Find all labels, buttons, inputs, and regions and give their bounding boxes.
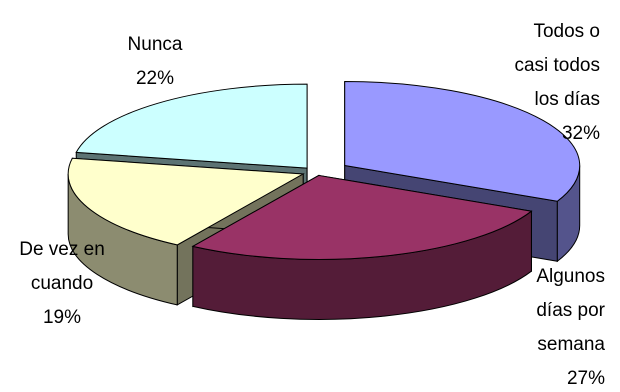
slice-name-line: semana: [537, 334, 605, 355]
slice-label-3: Nunca 22%: [128, 34, 183, 89]
slice-name-line: Nunca: [128, 34, 183, 55]
slice-name-line: días por: [536, 300, 605, 321]
slice-label-2: De vez en cuando 19%: [19, 239, 105, 328]
pie-slice-1: [191, 174, 533, 260]
pie-slice-3: [75, 83, 308, 169]
slice-name-line: casi todos: [514, 55, 600, 76]
slice-value-label: 32%: [562, 123, 600, 144]
slice-value-label: 19%: [43, 307, 81, 328]
slice-value-label: 27%: [567, 368, 605, 389]
slice-name-line: Todos o: [533, 21, 600, 42]
pie-slice-2: [67, 157, 305, 246]
slice-name-line: Algunos: [536, 266, 605, 287]
pie-slice-0: [344, 80, 581, 202]
slice-name-line: los días: [535, 89, 600, 110]
slice-name-line: De vez en: [19, 239, 105, 260]
slice-label-0: Todos o casi todos los días 32%: [514, 21, 600, 144]
slice-name-line: cuando: [31, 273, 93, 294]
slice-label-1: Algunos días por semana 27%: [536, 266, 605, 389]
slice-value-label: 22%: [136, 68, 174, 89]
